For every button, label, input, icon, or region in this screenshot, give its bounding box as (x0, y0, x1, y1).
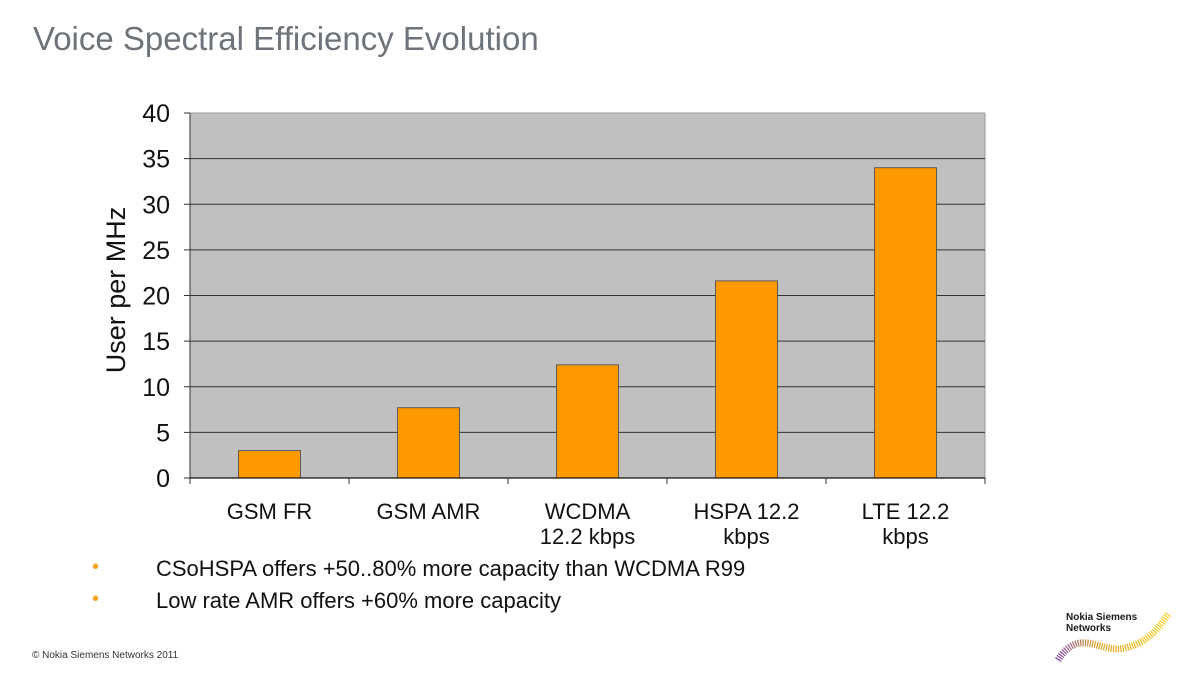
bullet-icon: • (92, 556, 100, 578)
bar (556, 364, 619, 479)
y-tick-label: 35 (142, 146, 170, 174)
y-tick-label: 25 (142, 237, 170, 265)
x-tick-label: 12.2 kbps (540, 524, 635, 549)
copyright-notice: © Nokia Siemens Networks 2011 (32, 650, 179, 661)
bar (874, 167, 937, 479)
y-tick-label: 10 (142, 374, 170, 402)
y-tick-label: 0 (156, 465, 170, 493)
bar (238, 450, 301, 479)
x-tick-label: HSPA 12.2 (694, 499, 800, 524)
company-logo: Nokia Siemens Networks (1040, 606, 1180, 666)
bullet-text: Low rate AMR offers +60% more capacity (156, 588, 561, 613)
y-tick-label: 20 (142, 283, 170, 311)
axes (184, 112, 986, 484)
y-tick-label: 5 (156, 419, 170, 447)
x-tick-label: WCDMA (545, 499, 631, 524)
y-tick-label: 40 (142, 100, 170, 128)
y-tick-label: 15 (142, 328, 170, 356)
y-axis-label: User per MHz (101, 207, 131, 374)
bar (715, 280, 778, 479)
logo-text: Nokia Siemens Networks (1066, 612, 1138, 634)
bullet-icon: • (92, 588, 100, 610)
bullet-text: CSoHSPA offers +50..80% more capacity th… (156, 556, 746, 581)
x-tick-label: LTE 12.2 (862, 499, 950, 524)
page-title: Voice Spectral Efficiency Evolution (33, 20, 539, 57)
grid-lines (190, 158, 985, 433)
x-tick-label: kbps (723, 524, 769, 549)
x-tick-label: GSM AMR (377, 499, 481, 524)
x-tick-label: kbps (882, 524, 928, 549)
x-tick-label: GSM FR (227, 499, 313, 524)
bar (397, 407, 460, 479)
y-tick-labels: 0 5 10 15 20 25 30 35 40 (142, 100, 170, 493)
wave-logo-icon (1055, 612, 1171, 663)
y-tick-label: 30 (142, 191, 170, 219)
bar-chart: 0 5 10 15 20 25 30 35 40 GSM FR GSM AMR WCDMA12.2 … (101, 100, 986, 549)
